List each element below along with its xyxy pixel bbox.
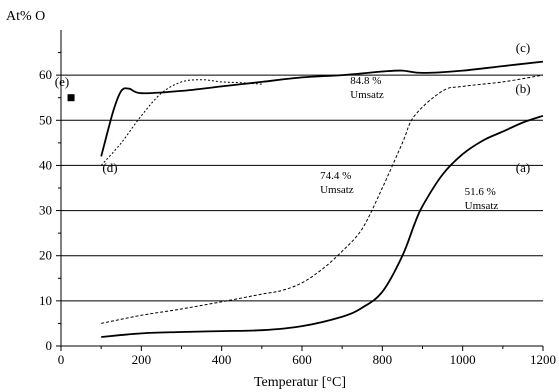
x-axis-title: Temperatur [°C] (254, 375, 346, 390)
series-b-line (101, 74, 544, 324)
y-tick-label-10: 10 (39, 293, 52, 308)
series-c-line (100, 60, 544, 157)
x-tick-label-400: 400 (212, 352, 232, 367)
y-tick-label-30: 30 (39, 203, 52, 218)
annotation-1-line2: Umsatz (320, 184, 354, 196)
y-tick-label-60: 60 (39, 67, 52, 82)
series-layer (67, 60, 544, 338)
series-label-c: (c) (516, 40, 530, 55)
series-label-e: (e) (55, 74, 69, 89)
grid-lines (61, 74, 543, 302)
annotation-0-line1: 84.8 % (350, 75, 381, 87)
x-tick-label-200: 200 (132, 352, 152, 367)
y-tick-label-20: 20 (39, 248, 52, 263)
y-tick-label-0: 0 (46, 338, 53, 353)
y-tick-label-50: 50 (39, 112, 52, 127)
x-tick-label-1200: 1200 (530, 352, 556, 367)
x-tick-label-600: 600 (292, 352, 312, 367)
x-tick-label-1000: 1000 (450, 352, 476, 367)
series-label-b: (b) (515, 81, 530, 96)
annotation-1-line1: 74.4 % (320, 170, 351, 182)
series-d-line (100, 79, 262, 166)
annotations: 84.8 % Umsatz 74.4 % Umsatz 51.6 % Umsatz (320, 75, 498, 212)
series-label-d: (d) (102, 160, 117, 175)
annotation-2-line1: 51.6 % (465, 186, 496, 198)
series-e-marker-0 (67, 94, 75, 102)
series-a-line (101, 114, 544, 338)
annotation-0-line2: Umsatz (350, 89, 384, 101)
annotation-2-line2: Umsatz (465, 200, 499, 212)
y-axis-title: At% O (6, 9, 45, 24)
series-label-a: (a) (516, 160, 530, 175)
y-tick-label-40: 40 (39, 157, 52, 172)
series-labels: (a) (b) (c) (d) (e) (55, 40, 531, 175)
x-tick-label-0: 0 (58, 352, 65, 367)
x-tick-label-800: 800 (373, 352, 393, 367)
